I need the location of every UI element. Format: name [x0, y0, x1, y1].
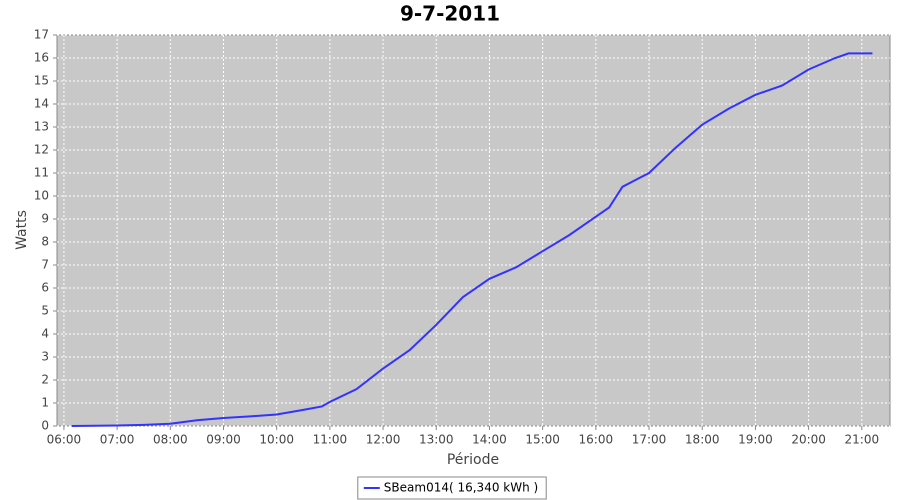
- y-tick-label: 17: [34, 28, 49, 42]
- y-tick-label: 4: [41, 327, 49, 341]
- x-tick-label: 20:00: [791, 433, 826, 447]
- y-tick-label: 7: [41, 258, 49, 272]
- legend-box: [357, 476, 547, 500]
- y-axis-label: Watts: [14, 210, 30, 250]
- y-tick-label: 11: [34, 166, 49, 180]
- x-tick-label: 18:00: [685, 433, 720, 447]
- x-tick-label: 11:00: [313, 433, 348, 447]
- chart-title: 9-7-2011: [400, 2, 500, 26]
- y-tick-label: 10: [34, 189, 49, 203]
- y-tick-label: 0: [41, 419, 49, 433]
- y-tick-label: 3: [41, 350, 49, 364]
- y-tick-label: 14: [34, 97, 49, 111]
- plot-area: [56, 34, 891, 427]
- series-line: [71, 52, 873, 427]
- legend: SBeam014( 16,340 kWh ): [363, 481, 538, 495]
- y-tick-label: 15: [34, 74, 49, 88]
- x-tick-label: 19:00: [738, 433, 773, 447]
- x-tick-label: 08:00: [153, 433, 188, 447]
- y-tick-label: 8: [41, 235, 49, 249]
- y-tick-label: 12: [34, 143, 49, 157]
- x-tick-label: 06:00: [47, 433, 82, 447]
- x-tick-label: 10:00: [259, 433, 294, 447]
- x-tick-label: 16:00: [579, 433, 614, 447]
- x-tick-label: 13:00: [419, 433, 454, 447]
- y-tick-label: 5: [41, 304, 49, 318]
- x-tick-label: 14:00: [472, 433, 507, 447]
- x-tick-label: 12:00: [366, 433, 401, 447]
- y-tick-label: 9: [41, 212, 49, 226]
- x-axis-label: Période: [447, 452, 499, 468]
- legend-label: SBeam014( 16,340 kWh ): [384, 481, 538, 495]
- y-tick-label: 1: [41, 396, 49, 410]
- x-tick-label: 15:00: [525, 433, 560, 447]
- y-tick-label: 13: [34, 120, 49, 134]
- x-tick-label: 07:00: [100, 433, 135, 447]
- y-tick-label: 6: [41, 281, 49, 295]
- x-tick-label: 09:00: [206, 433, 241, 447]
- x-tick-label: 17:00: [632, 433, 667, 447]
- x-tick-label: 21:00: [845, 433, 880, 447]
- y-tick-label: 2: [41, 373, 49, 387]
- y-tick-label: 16: [34, 51, 49, 65]
